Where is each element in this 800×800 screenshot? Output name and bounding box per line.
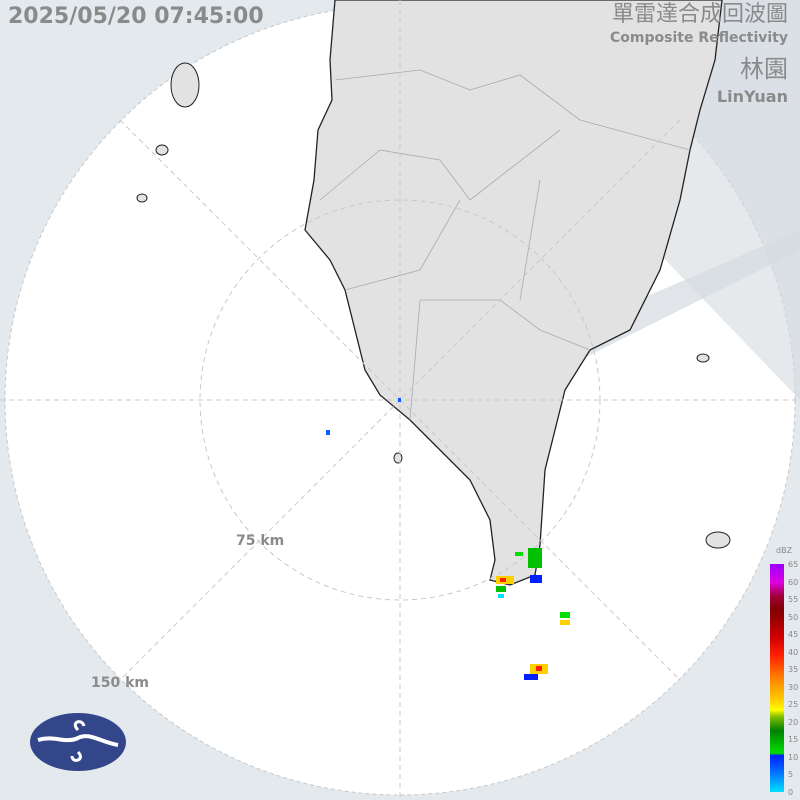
legend-tick: 45 — [788, 630, 799, 639]
echo — [560, 620, 570, 625]
legend-tick: 65 — [788, 560, 799, 569]
islands — [136, 62, 731, 549]
echo — [528, 548, 542, 568]
legend-tick: 55 — [788, 595, 799, 604]
echo — [530, 575, 542, 583]
timestamp: 2025/05/20 07:45:00 — [8, 4, 264, 29]
echo — [536, 666, 542, 671]
echo — [496, 586, 506, 592]
county-boundaries — [319, 69, 691, 421]
echo — [398, 398, 401, 402]
station-name-en: LinYuan — [716, 87, 788, 106]
legend-tick: 60 — [788, 577, 799, 587]
echo — [498, 594, 504, 598]
legend-unit: dBZ — [776, 546, 793, 555]
echo — [515, 552, 523, 556]
legend-tick: 40 — [788, 647, 799, 657]
inner-range-ring — [199, 199, 601, 601]
echo — [524, 674, 538, 680]
legend-tick: 25 — [788, 700, 799, 709]
legend-tick: 0 — [788, 787, 794, 797]
legend-tick: 15 — [788, 735, 799, 744]
legend-tick: 5 — [788, 770, 794, 779]
product-title-zh: 單雷達合成回波圖 — [611, 2, 788, 27]
echoes — [326, 398, 570, 680]
cwa-logo — [30, 713, 126, 771]
legend-colorbar — [770, 564, 784, 792]
legend-tick: 20 — [788, 717, 799, 727]
echo — [560, 612, 570, 618]
product-title-en: Composite Reflectivity — [610, 30, 788, 46]
legend-tick: 30 — [788, 682, 799, 692]
legend-tick: 50 — [788, 612, 799, 622]
legend-tick: 10 — [788, 752, 799, 762]
legend-tick: 35 — [788, 665, 799, 674]
echo — [500, 578, 506, 582]
echo — [326, 430, 330, 435]
station-name-zh: 林園 — [740, 55, 788, 83]
taiwan-land — [304, 0, 723, 586]
dbz-legend: dBZ 65 60 55 50 45 40 35 30 25 20 15 10 5 0 — [768, 546, 800, 800]
range-label-75: 75 km — [236, 533, 285, 549]
range-label-150: 150 km — [91, 675, 149, 691]
